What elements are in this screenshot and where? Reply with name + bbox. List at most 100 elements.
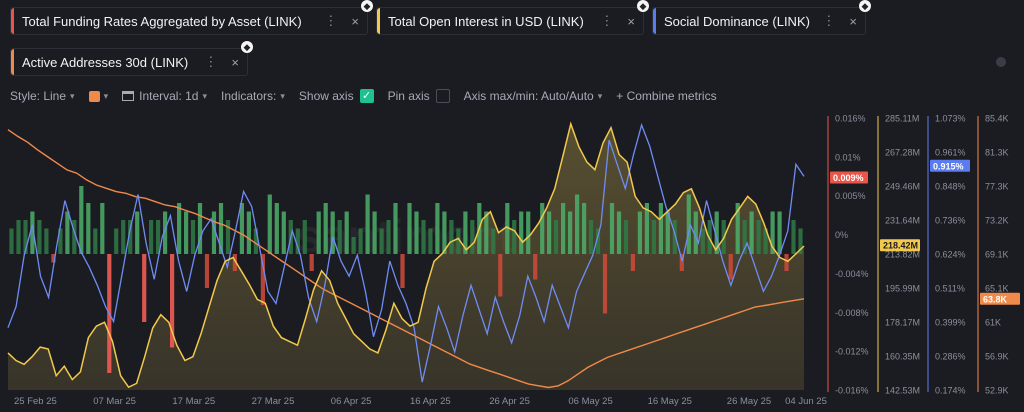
funding-rate-bar [65,211,70,254]
funding-rate-bar [623,220,629,254]
metric-pill[interactable]: Total Open Interest in USD (LINK) ⋮ × ◆ [376,0,649,35]
funding-rate-bar [128,220,133,254]
ethereum-icon: ◆ [361,0,373,12]
metric-label: Total Open Interest in USD (LINK) [388,13,584,29]
metric-pill[interactable]: Social Dominance (LINK) ⋮ × ◆ [652,0,871,35]
funding-rate-bar [44,228,49,254]
indicators-selector[interactable]: Indicators: ▾ [221,89,285,103]
axis-tick-label: 73.2K [985,216,1009,226]
funding-rate-bar [246,211,251,254]
funding-rate-bar [561,203,566,254]
funding-rate-bar [512,220,517,254]
x-tick-label: 27 Mar 25 [252,396,295,407]
funding-rate-bar [449,220,454,254]
funding-rate-bar [672,220,677,254]
close-icon[interactable]: × [627,13,635,29]
funding-rate-bar [763,228,768,254]
funding-rate-bar [498,254,503,297]
ethereum-icon: ◆ [241,41,253,53]
axis-tick-label: 65.1K [985,284,1009,294]
axis-tick-label: 267.28M [885,148,920,158]
axis-tick-label: 0.511% [935,284,965,294]
metric-label: Social Dominance (LINK) [664,13,810,29]
funding-rate-bar [407,203,412,254]
funding-rate-bar [114,228,119,254]
checkbox-checked-icon[interactable]: ✓ [359,89,374,103]
current-value-label: 0.915% [933,161,964,171]
axis-tick-label: 52.9K [985,386,1009,396]
axis-tick-label: 213.82M [885,250,920,260]
social-dominance-line [7,122,805,383]
axis-maxmin-selector[interactable]: Axis max/min: Auto/Auto ▾ [464,89,603,103]
axis-tick-label: 0.624% [935,250,966,260]
funding-rate-bar [686,194,691,254]
close-icon[interactable]: × [231,54,239,70]
funding-rate-bar [23,220,28,254]
axis-tick-label: 0.399% [935,318,966,328]
checkbox-icon[interactable] [435,89,450,103]
close-icon[interactable]: × [351,13,359,29]
metric-pill[interactable]: Active Addresses 30d (LINK) ⋮ × ◆ [10,41,253,76]
funding-rate-bar [700,228,705,254]
funding-rate-bar [72,220,77,254]
metric-label: Active Addresses 30d (LINK) [22,54,189,70]
show-axis-toggle[interactable]: Show axis ✓ [299,89,374,103]
axis-tick-label: 178.17M [885,318,920,328]
funding-rate-bar [463,211,468,254]
funding-rate-bar [791,220,796,254]
style-selector[interactable]: Style: Line ▾ [10,89,75,103]
funding-rate-bar [177,203,182,254]
chevron-down-icon: ▾ [597,90,603,101]
x-tick-label: 25 Feb 25 [14,396,57,407]
more-options-icon[interactable]: ⋮ [204,54,218,69]
axis-tick-label: 61K [985,318,1001,328]
funding-rate-bar [16,220,21,254]
settings-dot-icon[interactable] [996,57,1006,67]
more-options-icon[interactable]: ⋮ [600,13,614,28]
metric-label: Total Funding Rates Aggregated by Asset … [22,13,302,29]
current-value-label: 63.8K [983,294,1008,304]
pin-axis-toggle[interactable]: Pin axis [388,89,450,103]
metric-color-bar [11,49,14,75]
interval-selector[interactable]: Interval: 1d ▾ [122,89,207,103]
axis-tick-label: 69.1K [985,250,1009,260]
current-value-badge [830,171,868,184]
funding-rate-bar [51,254,56,263]
color-selector[interactable]: ▾ [88,90,108,102]
funding-rate-bar [575,194,580,254]
axis-tick-label: 160.35M [885,352,920,362]
funding-rate-bar [400,254,405,288]
funding-rate-bar [644,203,649,254]
chevron-down-icon: ▾ [70,90,75,101]
funding-rate-bar [135,211,140,254]
chart-toolbar: Style: Line ▾ ▾ Interval: 1d ▾ Indicators:… [10,87,731,105]
funding-rate-bar [491,228,496,254]
pin-axis-label: Pin axis [387,89,430,103]
chevron-down-icon: ▾ [280,90,285,101]
funding-rate-bar [316,211,321,254]
more-options-icon[interactable]: ⋮ [324,13,338,28]
open-interest-area [8,123,804,391]
funding-rate-bar [30,211,35,254]
x-tick-label: 16 Apr 25 [410,396,451,407]
metric-pill[interactable]: Total Funding Rates Aggregated by Asset … [10,0,373,35]
more-options-icon[interactable]: ⋮ [822,13,836,28]
funding-rate-bar [121,220,126,254]
funding-rate-bar [323,203,328,254]
style-label: Style: Line [10,89,67,103]
funding-rate-bar [630,254,635,271]
funding-rate-bar [533,254,538,280]
active-addresses-line [7,129,805,389]
funding-rate-bar [679,254,684,271]
combine-metrics-button[interactable]: + Combine metrics [616,89,716,103]
funding-rate-bar [595,228,601,254]
x-tick-label: 04 Jun 25 [785,396,827,407]
funding-rate-bar [651,220,656,254]
axis-maxmin-label: Axis max/min: Auto/Auto [463,89,594,103]
funding-rate-bar [540,203,545,254]
funding-rate-bar [274,203,279,254]
close-icon[interactable]: × [849,13,857,29]
funding-rate-bar [218,203,224,254]
funding-rate-bar [379,228,384,254]
current-value-badge [930,159,970,172]
